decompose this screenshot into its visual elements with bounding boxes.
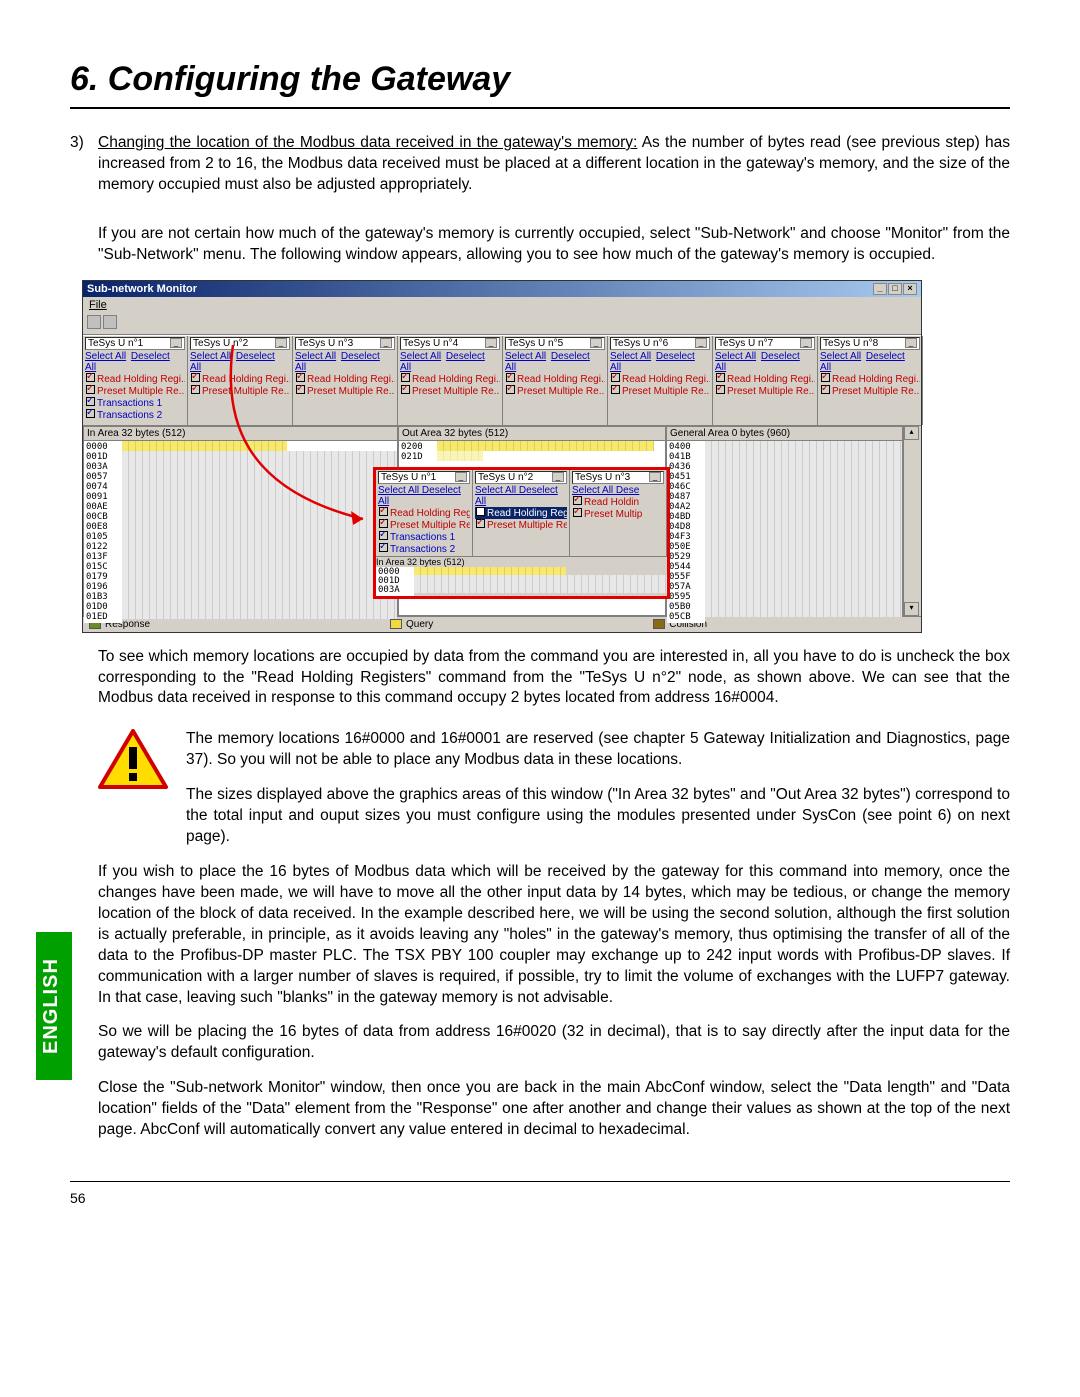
device-panels-row: TeSys U n°1_ Select All Deselect All Rea…	[83, 335, 921, 426]
scrollbar[interactable]: ▴ ▾	[903, 426, 919, 616]
warning-para-1: The memory locations 16#0000 and 16#0001…	[186, 729, 1010, 771]
scroll-up-icon[interactable]: ▴	[904, 426, 919, 440]
inset-memory: In Area 32 bytes (512) 0000001D003A	[376, 556, 667, 596]
english-sidebar-tab: ENGLISH	[36, 932, 72, 1080]
gen-grid	[705, 441, 902, 617]
subnetwork-monitor-screenshot: Sub-network Monitor _ □ × File TeSys U n…	[82, 280, 922, 633]
device-col: TeSys U n°7_ Select All Deselect All Rea…	[713, 336, 818, 425]
memory-areas-row: In Area 32 bytes (512) 0000001D003A00570…	[83, 426, 921, 616]
window-titlebar: Sub-network Monitor _ □ ×	[83, 281, 921, 297]
paragraph-6: Close the "Sub-network Monitor" window, …	[98, 1078, 1010, 1141]
paragraph-4: If you wish to place the 16 bytes of Mod…	[98, 862, 1010, 1008]
warning-para-2: The sizes displayed above the graphics a…	[186, 785, 1010, 848]
window-buttons: _ □ ×	[873, 283, 917, 295]
scroll-down-icon[interactable]: ▾	[904, 602, 919, 616]
warning-triangle-icon	[98, 729, 168, 791]
intro-underline: Changing the location of the Modbus data…	[98, 134, 637, 151]
in-addr-col: 0000001D003A00570074009100AE00CB00E80105…	[84, 441, 122, 623]
out-area-header: Out Area 32 bytes (512)	[399, 427, 665, 441]
page-title: 6. Configuring the Gateway	[70, 60, 1010, 99]
gen-addr-col: 0400041B04360451046C048704A204BD04D804F3…	[667, 441, 705, 623]
in-area-header: In Area 32 bytes (512)	[84, 427, 397, 441]
general-area-header: General Area 0 bytes (960)	[667, 427, 902, 441]
paragraph-5: So we will be placing the 16 bytes of da…	[98, 1022, 1010, 1064]
device-col: TeSys U n°3_ Select All Deselect All Rea…	[293, 336, 398, 425]
out-grid	[437, 441, 665, 463]
paragraph-3: To see which memory locations are occupi…	[98, 647, 1010, 710]
device-col: TeSys U n°5_ Select All Deselect All Rea…	[503, 336, 608, 425]
maximize-icon[interactable]: □	[888, 283, 902, 295]
title-rule	[70, 107, 1010, 109]
device-col: TeSys U n°8_ Select All Deselect All Rea…	[818, 336, 923, 425]
in-area-panel: In Area 32 bytes (512) 0000001D003A00570…	[83, 426, 398, 616]
list-number: 3)	[70, 133, 98, 196]
out-addr-col: 0200021D	[399, 441, 437, 463]
page-number: 56	[70, 1190, 1010, 1206]
inset-in-area-header: In Area 32 bytes (512)	[376, 557, 667, 567]
red-highlight-inset: TeSys U n°1_ Select All Deselect All Rea…	[373, 467, 670, 599]
numbered-paragraph: 3) Changing the location of the Modbus d…	[70, 133, 1010, 196]
device-col: TeSys U n°1_ Select All Deselect All Rea…	[83, 336, 188, 425]
minimize-icon[interactable]: _	[873, 283, 887, 295]
general-area-panel: General Area 0 bytes (960) 0400041B04360…	[666, 426, 903, 616]
toolbar	[83, 313, 921, 335]
menu-file[interactable]: File	[89, 299, 107, 311]
close-icon[interactable]: ×	[903, 283, 917, 295]
warning-block: The memory locations 16#0000 and 16#0001…	[98, 729, 1010, 848]
in-grid	[122, 441, 397, 623]
bottom-rule	[70, 1181, 1010, 1182]
device-col: TeSys U n°2_ Select All Deselect All Rea…	[188, 336, 293, 425]
inset-addr-col: 0000001D003A	[376, 567, 414, 596]
device-col: TeSys U n°6_ Select All Deselect All Rea…	[608, 336, 713, 425]
menu-bar: File	[83, 297, 921, 313]
device-col: TeSys U n°4_ Select All Deselect All Rea…	[398, 336, 503, 425]
paragraph-2: If you are not certain how much of the g…	[98, 224, 1010, 266]
window-title: Sub-network Monitor	[87, 283, 197, 295]
